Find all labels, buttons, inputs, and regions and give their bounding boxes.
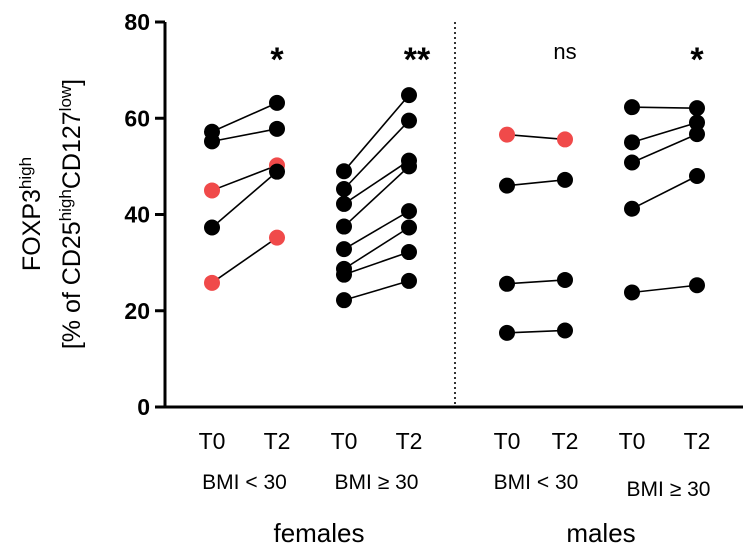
y-tick-label: 40 (124, 202, 150, 228)
pair-line (343, 226, 410, 270)
pair-line (343, 120, 410, 190)
data-point-t2 (689, 114, 705, 131)
pair-line (631, 284, 698, 294)
data-point-t0 (204, 274, 220, 291)
x-tick-label: T0 (619, 428, 646, 454)
significance-label: * (690, 41, 704, 79)
data-point-t2 (557, 322, 573, 339)
data-point-t0 (336, 292, 352, 309)
data-point-t0 (499, 126, 515, 143)
data-point-t2 (401, 158, 417, 175)
y-axis-title-text: [% of CD25highCD127low] (56, 79, 86, 349)
pair-line (343, 165, 410, 228)
x-tick-label: T2 (264, 428, 291, 454)
data-point-t0 (336, 180, 352, 197)
data-point-t0 (336, 163, 352, 180)
y-axis-title-line1: FOXP3high (16, 157, 46, 271)
pair-line (211, 164, 278, 192)
pair-line (343, 94, 410, 172)
pair-line (211, 102, 278, 133)
pair-line (631, 175, 698, 210)
data-point-t2 (401, 87, 417, 104)
group-label: BMI < 30 (202, 471, 287, 494)
pair-line (343, 251, 410, 276)
data-point-t2 (557, 171, 573, 188)
data-point-t0 (624, 200, 640, 217)
data-point-t0 (499, 275, 515, 292)
x-tick-label: T2 (396, 428, 423, 454)
x-tick-label: T0 (331, 428, 358, 454)
significance-label: ns (553, 39, 576, 64)
data-point-t2 (689, 168, 705, 184)
data-point-t0 (336, 266, 352, 283)
x-tick-label: T2 (684, 428, 711, 454)
x-tick-label: T2 (552, 428, 579, 454)
pair-line (631, 106, 698, 109)
data-point-t0 (499, 177, 515, 194)
data-point-t0 (204, 219, 220, 236)
data-point-t0 (624, 134, 640, 151)
significance-label: ** (404, 41, 431, 79)
data-point-t2 (401, 244, 417, 261)
pair-line (631, 121, 698, 144)
pair-line (506, 133, 566, 141)
group-label: BMI ≥ 30 (335, 471, 419, 494)
pair-line (631, 133, 698, 164)
data-point-t0 (624, 154, 640, 171)
data-point-t0 (499, 324, 515, 341)
data-point-t0 (336, 195, 352, 212)
y-tick-label: 0 (137, 394, 150, 420)
data-point-t0 (204, 133, 220, 150)
data-point-t2 (269, 229, 285, 246)
group-label: BMI ≥ 30 (627, 478, 711, 501)
pair-line (343, 210, 410, 250)
data-point-t0 (336, 218, 352, 235)
data-point-t0 (204, 182, 220, 199)
x-tick-label: T0 (494, 428, 521, 454)
x-tick-label: T0 (199, 428, 226, 454)
sex-label: females (273, 518, 364, 547)
data-point-t2 (401, 112, 417, 129)
sex-label: males (566, 518, 635, 547)
data-point-t2 (269, 163, 285, 180)
pair-line (343, 159, 410, 205)
data-point-t2 (401, 219, 417, 236)
pair-line (506, 329, 566, 334)
data-point-t2 (269, 120, 285, 137)
data-point-t2 (269, 94, 285, 111)
data-point-t2 (689, 100, 705, 117)
pair-line (211, 128, 278, 143)
data-point-t2 (689, 277, 705, 294)
pair-line (506, 279, 566, 285)
pair-line (211, 236, 278, 284)
data-point-t0 (624, 99, 640, 116)
y-axis-title-line2: [% of CD25highCD127low] (56, 79, 86, 349)
data-point-t2 (401, 272, 417, 289)
pair-line (506, 179, 566, 187)
y-tick-label: 20 (124, 298, 150, 324)
data-point-t2 (401, 203, 417, 220)
pair-line (211, 171, 278, 229)
pair-line (343, 280, 410, 301)
significance-label: * (270, 41, 284, 79)
y-tick-label: 60 (124, 105, 150, 131)
data-point-t2 (557, 131, 573, 148)
data-point-t2 (689, 126, 705, 143)
data-point-t2 (557, 271, 573, 288)
data-point-t0 (624, 284, 640, 301)
y-tick-label: 80 (124, 9, 150, 35)
y-axis-title-text: FOXP3high (16, 157, 46, 271)
group-label: BMI < 30 (494, 471, 579, 494)
data-point-t0 (336, 241, 352, 258)
